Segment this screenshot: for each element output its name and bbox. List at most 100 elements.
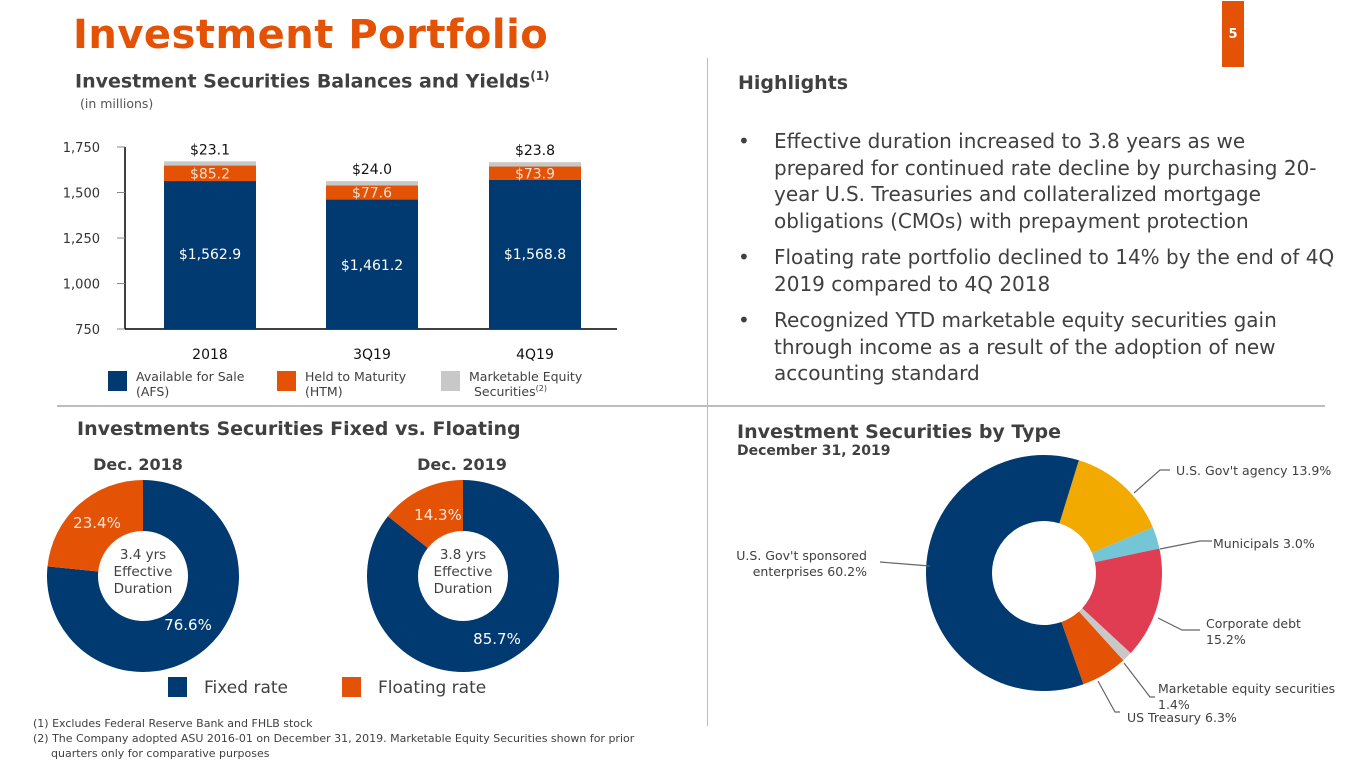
slice-label: Marketable equity securities [1158,681,1335,696]
legend-label: Securities(2) [474,384,547,399]
y-tick-label: 1,000 [63,278,100,293]
bar-value-label: $73.9 [515,166,555,182]
bar-section-title-text: Investment Securities Balances and Yield… [75,70,531,93]
bar-segment [164,181,256,329]
center-text: Duration [114,581,173,597]
page-number-badge: 5 [1222,1,1244,67]
legend-label-floating: Floating rate [378,678,487,698]
donut-title: Dec. 2018 [93,455,183,474]
donut-slice [367,480,559,672]
bar-segment [326,199,418,329]
donut-dec-2018: Dec. 2018 76.6% 23.4% 3.4 yrsEffectiveDurat… [46,455,239,672]
slice-label: 1.4% [1158,697,1190,712]
page-title: Investment Portfolio [73,12,549,58]
slice-label: 14.3% [414,506,462,524]
y-tick-label: 1,500 [63,187,100,202]
x-tick-label: 3Q19 [353,347,391,363]
leader-line [1097,680,1120,713]
bar-section-title-sup: (1) [530,69,550,83]
fixed-floating-title: Investments Securities Fixed vs. Floatin… [77,418,521,440]
legend-label: Held to Maturity [305,369,407,384]
center-text: Duration [434,581,493,597]
bar-value-label: $24.0 [352,162,392,178]
donut-dec-2019: Dec. 2019 85.7% 14.3% 3.8 yrsEffectiveDurat… [367,455,559,672]
footnotes: (1) Excludes Federal Reserve Bank and FH… [33,716,634,761]
bar-segment [489,162,581,167]
donut-slice [1059,460,1153,553]
bar-value-label: $1,562.9 [179,247,241,263]
leader-line [1157,617,1200,631]
slice-label: U.S. Gov't agency 13.9% [1176,463,1331,478]
bar-section-subtitle: (in millions) [80,96,154,111]
y-tick-label: 1,250 [63,232,100,247]
center-text: 3.4 yrs [120,547,166,563]
by-type-subtitle: December 31, 2019 [737,443,891,459]
legend-label: Marketable Equity [469,369,583,384]
y-tick-label: 1,750 [63,141,100,156]
donut-slice [47,480,143,572]
highlight-text: Recognized YTD marketable equity securit… [774,308,1277,385]
donut-slice [387,480,463,548]
vertical-divider [707,58,708,726]
slice-label: enterprises 60.2% [753,564,867,579]
footnote-2: (2) The Company adopted ASU 2016-01 on D… [33,732,635,745]
legend-sup: (2) [536,384,547,393]
donut-by-type: U.S. Gov't agency 13.9% Municipals 3.0% Co… [736,455,1335,725]
bar-value-label: $85.2 [190,166,230,182]
center-text: Effective [434,564,493,580]
legend-label: (AFS) [136,384,169,399]
legend-swatch [108,371,127,391]
bar-segment [326,185,418,200]
leader-line [1159,540,1212,550]
legend-label: Available for Sale [136,369,245,384]
bar-segment [489,179,581,329]
bar-segment [164,165,256,182]
bullet: • [738,129,750,153]
highlight-item: • Effective duration increased to 3.8 ye… [738,128,1338,234]
bullet: • [738,245,750,269]
leader-line [1123,662,1155,698]
bar-chart: 750 1,000 1,250 1,500 1,750 $1,562.9 $85.2 $23.… [63,141,617,399]
slice-label: Municipals 3.0% [1213,536,1315,551]
highlights-title: Highlights [738,72,849,94]
legend-label: (HTM) [305,384,343,399]
donut-slice [1078,608,1131,661]
bar-segment [326,181,418,186]
slice-label: US Treasury 6.3% [1127,710,1237,725]
bar-value-label: $23.1 [190,142,230,158]
bar-value-label: $77.6 [352,186,392,202]
slice-label: Corporate debt [1206,616,1301,631]
bar-value-label: $23.8 [515,143,555,159]
bar-segment [489,166,581,180]
footnote-2-cont: quarters only for comparative purposes [51,747,270,760]
by-type-title: Investment Securities by Type [737,421,1061,443]
donut-title: Dec. 2019 [417,455,507,474]
highlights-list: • Effective duration increased to 3.8 ye… [738,128,1338,397]
slice-label: 23.4% [73,514,121,532]
slice-label: 85.7% [473,630,521,648]
donut-slice [926,455,1084,691]
x-tick-label: 2018 [192,347,228,363]
donut-slice [1061,611,1124,685]
x-tick-label: 4Q19 [516,347,554,363]
y-tick-label: 750 [75,323,100,338]
slice-label: U.S. Gov't sponsored [736,548,867,563]
legend-swatch [441,371,460,391]
bar-segment [164,161,256,166]
horizontal-divider [57,405,1325,407]
legend-label-fixed: Fixed rate [204,678,288,698]
bar-section-title: Investment Securities Balances and Yield… [75,69,550,92]
center-text: 3.8 yrs [440,547,486,563]
bar-value-label: $1,461.2 [341,258,403,274]
slice-label: 15.2% [1206,632,1246,647]
leader-line [1133,469,1170,494]
bullet: • [738,308,750,332]
legend-swatch [277,371,296,391]
highlight-item: • Floating rate portfolio declined to 14… [738,244,1338,297]
donut-slice [46,480,239,672]
bar-value-label: $1,568.8 [504,247,566,263]
legend-swatch-floating [342,677,361,697]
slice-label: 76.6% [164,616,212,634]
legend-swatch-fixed [168,677,187,697]
center-text: Effective [114,564,173,580]
